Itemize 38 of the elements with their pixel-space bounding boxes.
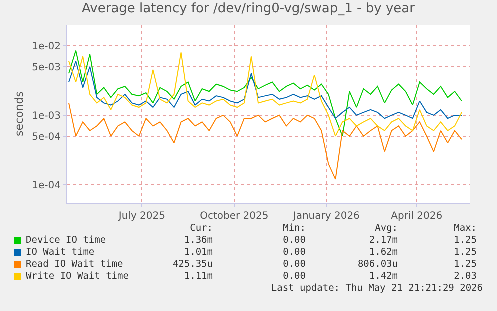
legend-label: Write IO Wait time	[26, 271, 129, 282]
text: 1.25	[454, 259, 477, 270]
text: 0.00	[283, 271, 306, 282]
x-tick-label: April 2026	[391, 211, 443, 222]
legend-label: IO Wait time	[26, 247, 95, 258]
y-tick-label: 5e-03	[32, 62, 61, 74]
text: 0.00	[283, 235, 306, 246]
text: 2.03	[454, 271, 477, 282]
text: Avg:	[375, 223, 398, 234]
text: 1.11m	[184, 271, 213, 282]
y-tick-label: 1e-02	[32, 41, 61, 52]
y-tick-label: 1e-04	[32, 180, 61, 192]
text: 1.62m	[369, 247, 398, 258]
text: 1.25	[454, 235, 477, 246]
y-axis-title: seconds	[12, 91, 26, 136]
x-tick-label: January 2026	[292, 211, 360, 222]
text: 1.42m	[369, 271, 398, 282]
text: 1.01m	[184, 247, 213, 258]
text: Cur:	[190, 223, 213, 234]
text: Min:	[283, 223, 306, 234]
text: 425.35u	[172, 259, 213, 270]
text: 0.00	[283, 259, 306, 270]
y-tick-label: 1e-03	[32, 110, 61, 122]
text: 1.36m	[184, 235, 213, 246]
y-tick-label: 5e-04	[32, 132, 61, 143]
text: 0.00	[283, 247, 306, 258]
text: Last update: Thu May 21 21:21:29 2026	[271, 283, 483, 294]
line-series	[68, 60, 462, 120]
chart-title: Average latency for /dev/ring0-vg/swap_1 - by year	[82, 1, 416, 16]
legend-label: Device IO time	[26, 235, 106, 246]
line-series	[68, 102, 462, 180]
x-tick-label: October 2025	[200, 211, 269, 222]
legend-label: Read IO Wait time	[26, 259, 124, 270]
text: 806.03u	[358, 259, 398, 270]
text: 1.25	[454, 247, 477, 258]
text: 2.17m	[369, 235, 398, 246]
text: Max:	[454, 223, 477, 234]
x-tick-label: July 2025	[118, 211, 166, 222]
